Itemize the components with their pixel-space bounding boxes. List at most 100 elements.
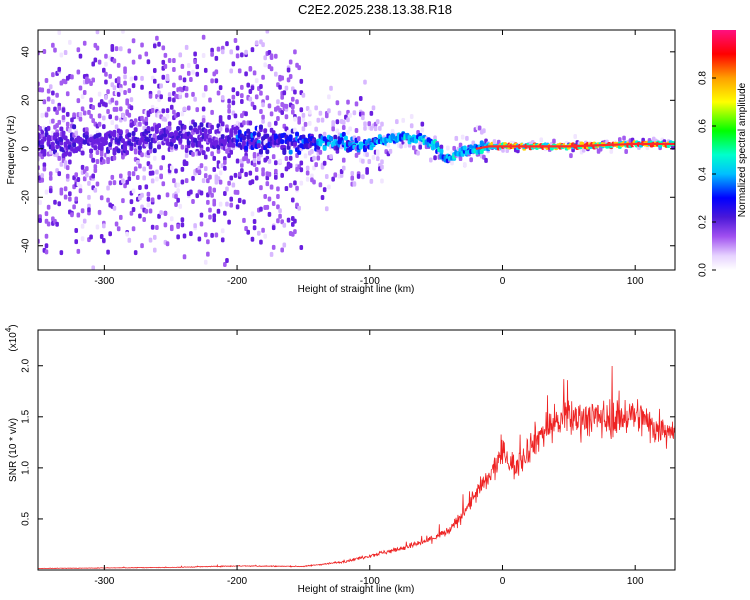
spectrogram-cell: [176, 234, 180, 240]
spectrogram-cell: [248, 170, 253, 176]
spectrogram-cell: [155, 169, 159, 175]
spectrogram-cell: [59, 52, 64, 58]
spectrogram-cell: [89, 153, 93, 159]
spectrogram-cell: [320, 164, 325, 170]
spectrogram-cell: [305, 105, 310, 111]
spectrogram-cell: [284, 186, 289, 192]
spectrogram-cell: [65, 91, 70, 97]
spectrogram-cell: [125, 150, 129, 156]
spectrogram-cell: [48, 171, 53, 177]
spectrogram-cell: [150, 170, 155, 176]
spectrogram-cell: [80, 223, 85, 229]
spectrogram-cell: [80, 106, 85, 112]
spectrogram-cell: [276, 218, 280, 224]
spectrogram-cell: [240, 93, 244, 99]
spectrogram-cell: [63, 79, 68, 85]
spectrogram-cell: [248, 66, 253, 72]
spectrogram-cell: [201, 106, 206, 112]
spectrogram-cell: [184, 147, 189, 153]
spectrogram-cell: [354, 127, 359, 133]
spectrogram-cell: [161, 155, 166, 161]
spectrogram-cell: [82, 176, 87, 182]
spectrogram-cell: [119, 214, 123, 220]
spectrogram-cell: [224, 127, 229, 133]
spectrogram-cell: [429, 157, 433, 163]
spectrogram-cell: [244, 171, 248, 177]
spectrogram-cell: [259, 90, 263, 96]
spectrogram-cell: [301, 126, 306, 132]
spectrogram-cell: [127, 48, 132, 54]
spectrogram-cell: [352, 110, 357, 116]
colorbar-ticks: 0.0 0.2 0.4 0.6 0.8: [698, 71, 716, 277]
spectrogram-cell: [388, 148, 393, 154]
spectrogram-cell: [38, 217, 42, 223]
spectrogram-cell: [305, 165, 310, 171]
spectrogram-cell: [446, 145, 450, 151]
spectrogram-cell: [324, 206, 329, 212]
spectrogram-cell: [293, 116, 297, 122]
spectrogram-cell: [331, 126, 335, 132]
spectrogram-cell: [252, 158, 257, 164]
spectrogram-cell: [254, 40, 259, 46]
spectrogram-cell: [237, 68, 242, 74]
y-tick-label: 0.5: [21, 512, 32, 526]
spectrogram-cell: [127, 176, 132, 182]
spectrogram-cell: [195, 107, 200, 113]
spectrogram-cell: [201, 178, 206, 184]
colorbar: [712, 30, 736, 270]
spectrogram-cell: [95, 159, 100, 165]
spectrogram-cell: [312, 155, 316, 161]
spectrogram-cell: [112, 129, 117, 135]
spectrogram-cell: [144, 120, 149, 126]
spectrogram-cell: [295, 185, 299, 191]
spectrogram-frame: [37, 29, 676, 271]
spectrogram-cell: [133, 118, 138, 124]
spectrogram-cell: [51, 118, 55, 124]
spectrogram-cell: [152, 43, 157, 49]
spectrogram-cell: [53, 47, 57, 53]
spectrogram-cell: [167, 57, 172, 63]
spectrogram-cell: [104, 71, 108, 77]
spectrogram-cell: [133, 149, 138, 155]
spectrogram-cell: [257, 156, 261, 162]
spectrogram-cell: [76, 69, 81, 75]
spectrogram-cell: [46, 125, 51, 131]
spectrogram-cell: [131, 38, 136, 44]
spectrogram-cell: [274, 120, 278, 126]
spectrogram-cell: [371, 154, 376, 160]
spectrogram-cell: [327, 184, 331, 190]
spectrogram-cell: [159, 165, 163, 171]
spectrogram-cell: [269, 54, 274, 60]
colorbar-tick-label: 0.2: [698, 215, 709, 229]
spectrogram-cell: [172, 58, 176, 64]
spectrogram-cell: [167, 92, 172, 98]
spectrogram-cell: [282, 242, 287, 248]
spectrogram-cell: [307, 109, 312, 115]
spectrogram-cell: [214, 232, 219, 238]
spectrogram-cell: [148, 208, 153, 214]
spectrogram-cell: [193, 223, 197, 229]
spectrogram-cell: [380, 159, 384, 165]
spectrogram-cell: [201, 53, 206, 59]
spectrogram-cell: [44, 211, 49, 217]
spectrogram-cell: [297, 149, 302, 155]
spectrogram-cell: [199, 212, 204, 218]
spectrogram-cell: [274, 71, 278, 77]
x-tick-label: -200: [227, 576, 247, 587]
spectrogram-cell: [180, 222, 185, 228]
spectrogram-cell: [59, 187, 64, 193]
spectrogram-cell: [189, 231, 193, 237]
spectrogram-cell: [191, 198, 195, 204]
spectrogram-cell: [125, 100, 129, 106]
spectrogram-cell: [216, 148, 221, 154]
spectrogram-cell: [178, 75, 183, 81]
spectrogram-cell: [161, 74, 166, 80]
spectrogram-cell: [184, 86, 189, 92]
spectrogram-cell: [390, 128, 395, 134]
spectrogram-cell: [182, 124, 187, 130]
spectrogram-cell: [237, 129, 242, 135]
spectrogram-cell: [216, 176, 221, 182]
spectrogram-cell: [418, 140, 422, 146]
spectrogram-cell: [161, 108, 166, 114]
spectrogram-cell: [102, 124, 106, 130]
